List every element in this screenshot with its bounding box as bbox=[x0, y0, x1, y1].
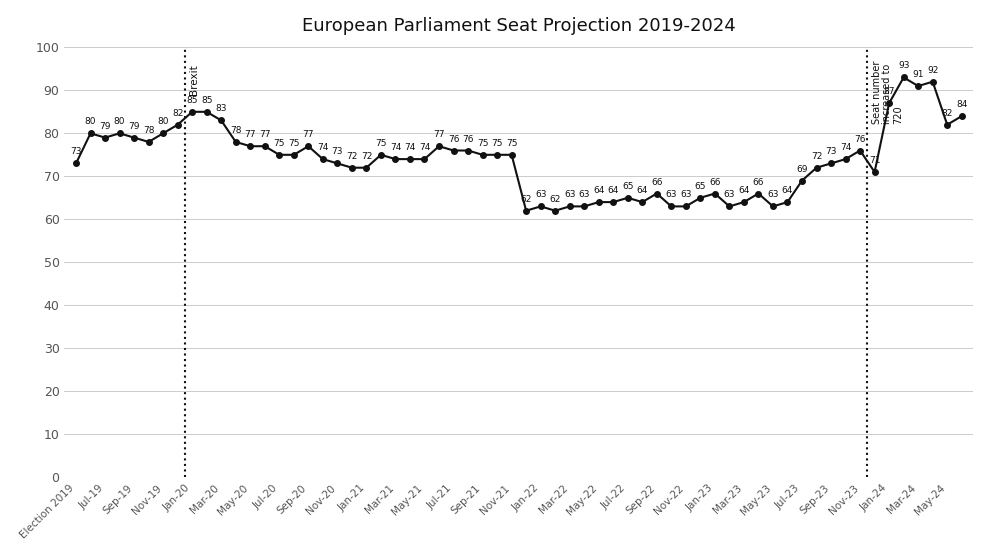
Text: 93: 93 bbox=[898, 61, 910, 71]
Text: 72: 72 bbox=[346, 152, 357, 161]
Text: 77: 77 bbox=[434, 130, 445, 139]
Text: 75: 75 bbox=[288, 139, 300, 148]
Text: 66: 66 bbox=[709, 178, 721, 187]
Text: 80: 80 bbox=[114, 118, 126, 126]
Text: 66: 66 bbox=[651, 178, 662, 187]
Text: 63: 63 bbox=[767, 190, 779, 199]
Text: 77: 77 bbox=[303, 130, 314, 139]
Text: 75: 75 bbox=[273, 139, 285, 148]
Text: 63: 63 bbox=[680, 190, 692, 199]
Text: Seat number
increased to
720: Seat number increased to 720 bbox=[872, 60, 903, 124]
Text: 75: 75 bbox=[477, 139, 488, 148]
Text: 79: 79 bbox=[129, 121, 140, 131]
Text: Brexit: Brexit bbox=[189, 65, 199, 95]
Text: 74: 74 bbox=[390, 143, 401, 152]
Text: 78: 78 bbox=[230, 126, 242, 135]
Text: 72: 72 bbox=[811, 152, 823, 161]
Text: 92: 92 bbox=[927, 66, 939, 75]
Text: 74: 74 bbox=[419, 143, 431, 152]
Text: 64: 64 bbox=[782, 186, 793, 195]
Text: 71: 71 bbox=[869, 156, 880, 165]
Text: 64: 64 bbox=[739, 186, 749, 195]
Text: 79: 79 bbox=[99, 121, 111, 131]
Text: 72: 72 bbox=[360, 152, 372, 161]
Text: 64: 64 bbox=[608, 186, 619, 195]
Text: 73: 73 bbox=[332, 148, 344, 157]
Text: 74: 74 bbox=[317, 143, 329, 152]
Text: 73: 73 bbox=[70, 148, 82, 157]
Text: 62: 62 bbox=[521, 195, 532, 204]
Text: 85: 85 bbox=[186, 96, 198, 105]
Text: 77: 77 bbox=[245, 130, 256, 139]
Text: 65: 65 bbox=[695, 182, 706, 191]
Text: 76: 76 bbox=[462, 135, 474, 144]
Text: 63: 63 bbox=[665, 190, 677, 199]
Text: 73: 73 bbox=[826, 148, 837, 157]
Text: 75: 75 bbox=[506, 139, 518, 148]
Text: 66: 66 bbox=[752, 178, 764, 187]
Text: 64: 64 bbox=[637, 186, 648, 195]
Text: 76: 76 bbox=[447, 135, 459, 144]
Text: 69: 69 bbox=[796, 165, 808, 174]
Text: 82: 82 bbox=[172, 109, 183, 118]
Text: 85: 85 bbox=[201, 96, 213, 105]
Title: European Parliament Seat Projection 2019-2024: European Parliament Seat Projection 2019… bbox=[302, 17, 736, 35]
Text: 80: 80 bbox=[85, 118, 96, 126]
Text: 63: 63 bbox=[535, 190, 546, 199]
Text: 74: 74 bbox=[404, 143, 416, 152]
Text: 75: 75 bbox=[491, 139, 503, 148]
Text: 87: 87 bbox=[883, 87, 895, 96]
Text: 84: 84 bbox=[956, 100, 967, 109]
Text: 78: 78 bbox=[143, 126, 154, 135]
Text: 63: 63 bbox=[578, 190, 590, 199]
Text: 76: 76 bbox=[854, 135, 866, 144]
Text: 77: 77 bbox=[259, 130, 270, 139]
Text: 83: 83 bbox=[216, 105, 227, 114]
Text: 65: 65 bbox=[622, 182, 634, 191]
Text: 82: 82 bbox=[941, 109, 953, 118]
Text: 80: 80 bbox=[157, 118, 169, 126]
Text: 75: 75 bbox=[375, 139, 387, 148]
Text: 74: 74 bbox=[840, 143, 851, 152]
Text: 62: 62 bbox=[549, 195, 561, 204]
Text: 91: 91 bbox=[913, 70, 924, 79]
Text: 63: 63 bbox=[724, 190, 736, 199]
Text: 64: 64 bbox=[593, 186, 605, 195]
Text: 63: 63 bbox=[564, 190, 575, 199]
